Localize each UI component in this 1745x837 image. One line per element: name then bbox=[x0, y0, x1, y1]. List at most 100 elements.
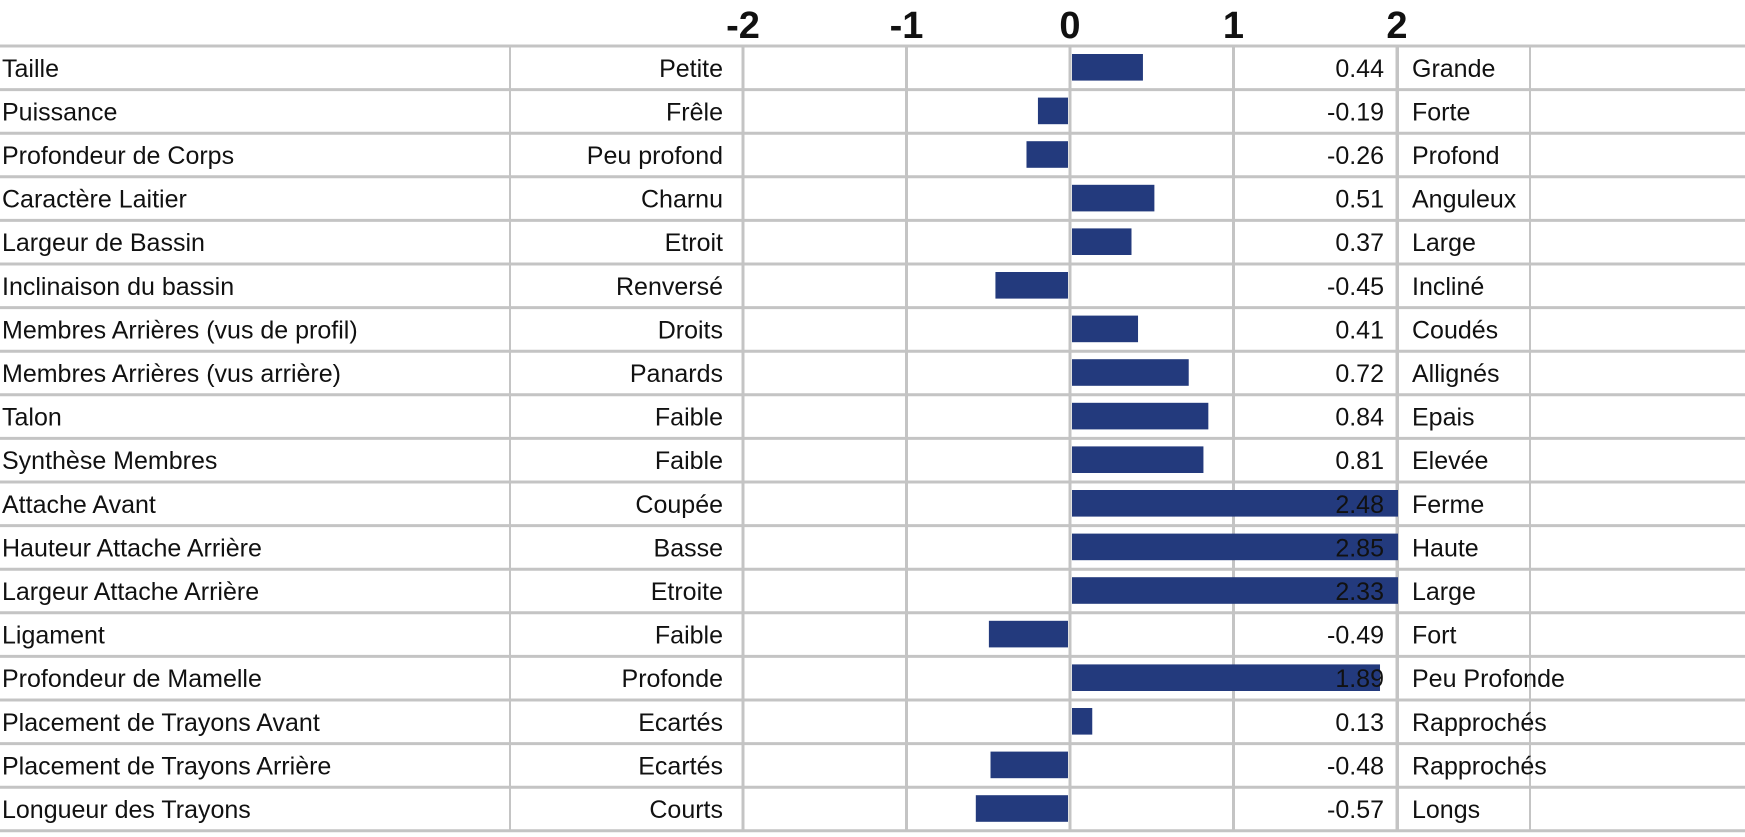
high-extreme-label: Incliné bbox=[1412, 273, 1484, 301]
trait-label: Taille bbox=[2, 55, 59, 83]
low-extreme-label: Petite bbox=[659, 55, 723, 83]
bar-18 bbox=[975, 795, 1068, 822]
high-extreme-label: Coudés bbox=[1412, 316, 1498, 344]
value-label: 1.89 bbox=[1335, 665, 1384, 693]
low-extreme-label: Peu profond bbox=[587, 142, 723, 170]
high-extreme-label: Elevée bbox=[1412, 447, 1488, 475]
trait-label: Attache Avant bbox=[2, 491, 156, 519]
value-label: 0.37 bbox=[1335, 229, 1384, 257]
value-label: 2.85 bbox=[1335, 534, 1384, 562]
bar-13 bbox=[1072, 577, 1398, 604]
high-extreme-label: Peu Profonde bbox=[1412, 665, 1565, 693]
x-tick-label: -1 bbox=[890, 5, 924, 47]
bar-9 bbox=[1072, 402, 1209, 430]
high-extreme-label: Anguleux bbox=[1412, 186, 1517, 214]
bar-15 bbox=[1072, 664, 1381, 691]
low-extreme-label: Courts bbox=[649, 796, 723, 824]
low-extreme-label: Charnu bbox=[641, 186, 723, 214]
trait-label: Largeur de Bassin bbox=[2, 229, 205, 257]
value-label: -0.57 bbox=[1327, 796, 1384, 824]
bar-8 bbox=[1072, 359, 1189, 386]
value-label: 0.51 bbox=[1335, 186, 1384, 214]
trait-label: Profondeur de Mamelle bbox=[2, 665, 262, 693]
value-label: 0.84 bbox=[1335, 404, 1384, 432]
low-extreme-label: Faible bbox=[655, 447, 723, 475]
x-axis-ticks: -2 -1 0 1 2 bbox=[726, 5, 1407, 47]
x-tick-label: 2 bbox=[1386, 5, 1407, 47]
value-label: -0.19 bbox=[1327, 98, 1384, 126]
bar-5 bbox=[1072, 228, 1132, 255]
value-label: 2.33 bbox=[1335, 578, 1384, 606]
high-extreme-label: Large bbox=[1412, 578, 1476, 606]
value-label: 0.13 bbox=[1335, 709, 1384, 737]
trait-label: Hauteur Attache Arrière bbox=[2, 534, 262, 562]
bar-4 bbox=[1072, 184, 1155, 212]
low-extreme-label: Coupée bbox=[635, 491, 723, 519]
high-extreme-label: Ferme bbox=[1412, 491, 1484, 519]
trait-label: Profondeur de Corps bbox=[2, 142, 234, 170]
low-extreme-label: Panards bbox=[630, 360, 723, 388]
low-extreme-label: Faible bbox=[655, 622, 723, 650]
bar-2 bbox=[1037, 97, 1068, 125]
low-extreme-label: Faible bbox=[655, 404, 723, 432]
bar-1 bbox=[1072, 54, 1143, 81]
value-label: 0.44 bbox=[1335, 55, 1384, 83]
high-extreme-label: Profond bbox=[1412, 142, 1500, 170]
bar-12 bbox=[1072, 533, 1398, 561]
high-extreme-label: Haute bbox=[1412, 534, 1479, 562]
trait-label: Placement de Trayons Avant bbox=[2, 709, 320, 737]
bars bbox=[975, 54, 1398, 822]
trait-label: Membres Arrières (vus arrière) bbox=[2, 360, 341, 388]
trait-label: Caractère Laitier bbox=[2, 186, 187, 214]
low-extreme-label: Etroit bbox=[665, 229, 723, 257]
trait-label: Placement de Trayons Arrière bbox=[2, 752, 331, 780]
bar-17 bbox=[990, 751, 1068, 779]
low-extreme-label: Renversé bbox=[616, 273, 723, 301]
value-label: 0.72 bbox=[1335, 360, 1384, 388]
low-extreme-label: Ecartés bbox=[638, 752, 723, 780]
low-extreme-label: Basse bbox=[654, 534, 723, 562]
bar-7 bbox=[1072, 315, 1139, 343]
trait-label: Synthèse Membres bbox=[2, 447, 217, 475]
bar-14 bbox=[988, 620, 1068, 648]
high-extreme-label: Allignés bbox=[1412, 360, 1500, 388]
trait-label: Membres Arrières (vus de profil) bbox=[2, 316, 358, 344]
high-extreme-label: Grande bbox=[1412, 55, 1495, 83]
high-extreme-label: Large bbox=[1412, 229, 1476, 257]
bar-3 bbox=[1026, 141, 1068, 168]
trait-label: Inclinaison du bassin bbox=[2, 273, 234, 301]
trait-label: Talon bbox=[2, 404, 62, 432]
x-tick-label: 0 bbox=[1059, 5, 1080, 47]
value-label: -0.26 bbox=[1327, 142, 1384, 170]
high-extreme-label: Fort bbox=[1412, 622, 1457, 650]
row-labels: Taille Petite 0.44 Grande Puissance Frêle -0.1… bbox=[2, 55, 1565, 824]
trait-label: Ligament bbox=[2, 622, 105, 650]
value-label: -0.48 bbox=[1327, 752, 1384, 780]
value-label: 2.48 bbox=[1335, 491, 1384, 519]
low-extreme-label: Droits bbox=[658, 316, 723, 344]
low-extreme-label: Ecartés bbox=[638, 709, 723, 737]
high-extreme-label: Forte bbox=[1412, 98, 1470, 126]
trait-label: Puissance bbox=[2, 98, 117, 126]
value-label: -0.49 bbox=[1327, 622, 1384, 650]
high-extreme-label: Epais bbox=[1412, 404, 1475, 432]
grid-lines bbox=[0, 44, 1745, 833]
bar-6 bbox=[995, 272, 1068, 299]
trait-label: Longueur des Trayons bbox=[2, 796, 251, 824]
value-label: -0.45 bbox=[1327, 273, 1384, 301]
value-label: 0.81 bbox=[1335, 447, 1384, 475]
low-extreme-label: Profonde bbox=[622, 665, 723, 693]
x-tick-label: -2 bbox=[726, 5, 760, 47]
high-extreme-label: Longs bbox=[1412, 796, 1480, 824]
high-extreme-label: Rapprochés bbox=[1412, 709, 1547, 737]
value-label: 0.41 bbox=[1335, 316, 1384, 344]
x-tick-label: 1 bbox=[1223, 5, 1244, 47]
low-extreme-label: Frêle bbox=[666, 98, 723, 126]
low-extreme-label: Etroite bbox=[651, 578, 723, 606]
high-extreme-label: Rapprochés bbox=[1412, 752, 1547, 780]
trait-label: Largeur Attache Arrière bbox=[2, 578, 259, 606]
bar-16 bbox=[1072, 708, 1093, 735]
bar-10 bbox=[1072, 446, 1204, 473]
bar-11 bbox=[1072, 490, 1398, 517]
